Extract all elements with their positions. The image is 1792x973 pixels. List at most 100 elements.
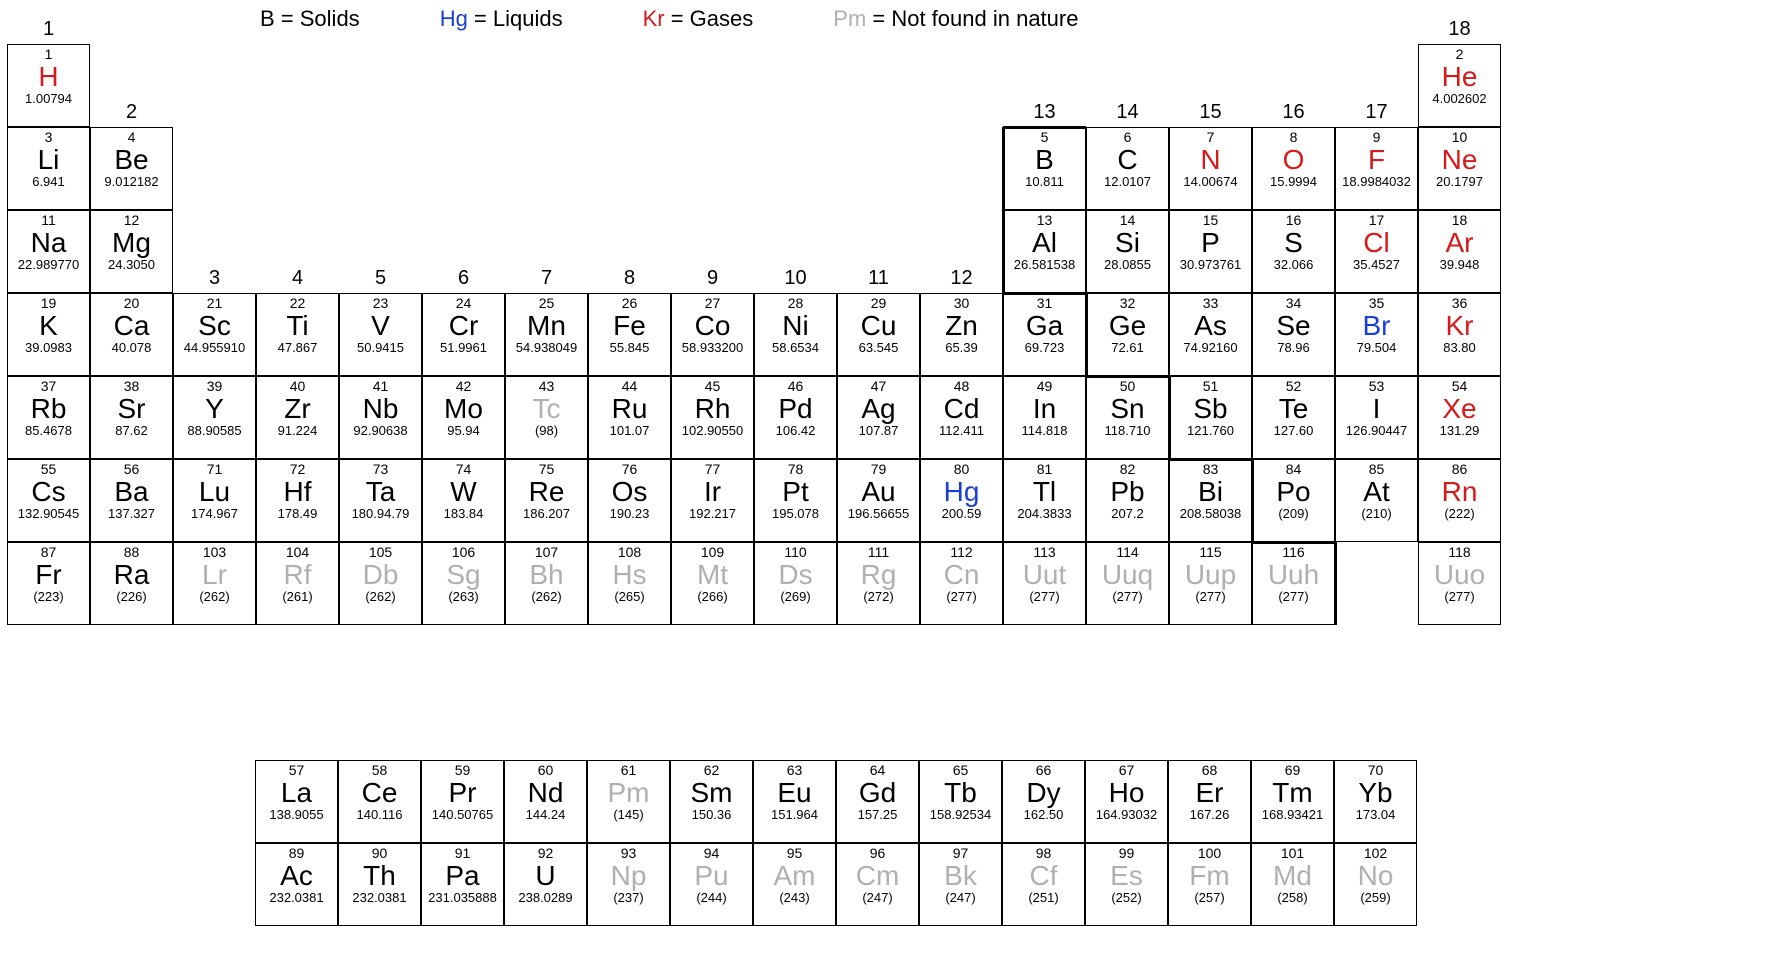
element-cell-am: 95Am(243) — [753, 843, 836, 926]
atomic-number: 36 — [1419, 296, 1500, 311]
element-symbol: Y — [174, 394, 255, 423]
element-symbol: Ta — [340, 477, 421, 506]
element-cell-i: 53I126.90447 — [1335, 376, 1418, 459]
atomic-number: 50 — [1087, 379, 1168, 394]
element-cell-li: 3Li6.941 — [7, 127, 90, 210]
atomic-mass: 173.04 — [1335, 808, 1416, 822]
element-symbol: Pu — [671, 861, 752, 890]
atomic-mass: 132.90545 — [8, 507, 89, 521]
element-symbol: Po — [1253, 477, 1334, 506]
element-symbol: Ac — [256, 861, 337, 890]
atomic-number: 15 — [1170, 213, 1251, 228]
atomic-number: 111 — [838, 545, 919, 560]
element-cell-ba: 56Ba137.327 — [90, 459, 173, 542]
element-cell-ar: 18Ar39.948 — [1418, 210, 1501, 293]
atomic-number: 37 — [8, 379, 89, 394]
element-symbol: I — [1336, 394, 1417, 423]
atomic-number: 43 — [506, 379, 587, 394]
atomic-mass: 107.87 — [838, 424, 919, 438]
element-cell-n: 7N14.00674 — [1169, 127, 1252, 210]
atomic-number: 19 — [8, 296, 89, 311]
atomic-number: 90 — [339, 846, 420, 861]
metalloid-staircase-segment — [1334, 542, 1337, 625]
element-symbol: Ne — [1419, 145, 1500, 174]
legend-item-pm: Pm = Not found in nature — [833, 6, 1078, 36]
atomic-mass: 162.50 — [1003, 808, 1084, 822]
element-symbol: Cl — [1336, 228, 1417, 257]
element-symbol: Ds — [755, 560, 836, 589]
group-label-8: 8 — [588, 267, 671, 290]
element-cell-f: 9F18.9984032 — [1335, 127, 1418, 210]
atomic-number: 14 — [1087, 213, 1168, 228]
element-cell-nb: 41Nb92.90638 — [339, 376, 422, 459]
element-symbol: Ru — [589, 394, 670, 423]
element-cell-ag: 47Ag107.87 — [837, 376, 920, 459]
atomic-mass: (223) — [8, 590, 89, 604]
element-cell-yb: 70Yb173.04 — [1334, 760, 1417, 843]
element-cell-hg: 80Hg200.59 — [920, 459, 1003, 542]
atomic-mass: (261) — [257, 590, 338, 604]
element-cell-er: 68Er167.26 — [1168, 760, 1251, 843]
atomic-mass: (247) — [837, 891, 918, 905]
atomic-mass: (145) — [588, 808, 669, 822]
group-label-11: 11 — [837, 267, 920, 290]
element-cell-md: 101Md(258) — [1251, 843, 1334, 926]
atomic-number: 99 — [1086, 846, 1167, 861]
atomic-number: 70 — [1335, 763, 1416, 778]
atomic-number: 96 — [837, 846, 918, 861]
element-symbol: Tc — [506, 394, 587, 423]
element-symbol: Br — [1336, 311, 1417, 340]
element-cell-gd: 64Gd157.25 — [836, 760, 919, 843]
atomic-mass: (237) — [588, 891, 669, 905]
metalloid-staircase-segment — [1002, 127, 1005, 293]
atomic-mass: 157.25 — [837, 808, 918, 822]
atomic-number: 74 — [423, 462, 504, 477]
atomic-number: 107 — [506, 545, 587, 560]
element-cell-pr: 59Pr140.50765 — [421, 760, 504, 843]
atomic-number: 29 — [838, 296, 919, 311]
element-symbol: Cf — [1003, 861, 1084, 890]
element-symbol: As — [1170, 311, 1251, 340]
atomic-number: 38 — [91, 379, 172, 394]
element-symbol: Cu — [838, 311, 919, 340]
atomic-number: 9 — [1336, 130, 1417, 145]
element-cell-bi: 83Bi208.58038 — [1169, 459, 1252, 542]
atomic-number: 17 — [1336, 213, 1417, 228]
element-cell-mn: 25Mn54.938049 — [505, 293, 588, 376]
element-symbol: Tb — [920, 778, 1001, 807]
atomic-number: 72 — [257, 462, 338, 477]
atomic-mass: (277) — [1170, 590, 1251, 604]
atomic-number: 106 — [423, 545, 504, 560]
atomic-mass: (252) — [1086, 891, 1167, 905]
element-symbol: Ba — [91, 477, 172, 506]
atomic-mass: 180.94.79 — [340, 507, 421, 521]
atomic-mass: (277) — [1419, 590, 1500, 604]
group-label-15: 15 — [1169, 101, 1252, 124]
atomic-number: 62 — [671, 763, 752, 778]
atomic-number: 2 — [1419, 47, 1500, 62]
element-symbol: Er — [1169, 778, 1250, 807]
group-label-16: 16 — [1252, 101, 1335, 124]
element-cell-pb: 82Pb207.2 — [1086, 459, 1169, 542]
legend-item-hg: Hg = Liquids — [440, 6, 563, 36]
element-cell-au: 79Au196.56655 — [837, 459, 920, 542]
element-cell-po: 84Po(209) — [1252, 459, 1335, 542]
atomic-mass: (266) — [672, 590, 753, 604]
element-symbol: Fr — [8, 560, 89, 589]
element-symbol: Rb — [8, 394, 89, 423]
element-cell-v: 23V50.9415 — [339, 293, 422, 376]
atomic-number: 73 — [340, 462, 421, 477]
atomic-mass: 58.6534 — [755, 341, 836, 355]
element-symbol: Mn — [506, 311, 587, 340]
group-label-4: 4 — [256, 267, 339, 290]
element-symbol: Tl — [1004, 477, 1085, 506]
atomic-number: 68 — [1169, 763, 1250, 778]
element-symbol: Db — [340, 560, 421, 589]
atomic-number: 33 — [1170, 296, 1251, 311]
atomic-number: 100 — [1169, 846, 1250, 861]
atomic-mass: (244) — [671, 891, 752, 905]
atomic-number: 64 — [837, 763, 918, 778]
element-cell-tm: 69Tm168.93421 — [1251, 760, 1334, 843]
legend-item-b: B = Solids — [260, 6, 360, 36]
element-symbol: Ge — [1087, 311, 1168, 340]
